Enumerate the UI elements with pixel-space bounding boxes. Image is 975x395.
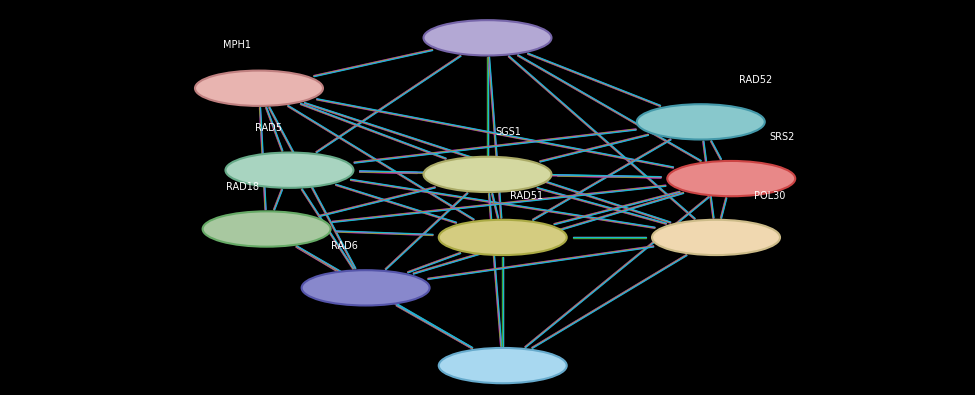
Circle shape xyxy=(439,220,566,255)
Circle shape xyxy=(439,348,566,383)
Text: RAD18: RAD18 xyxy=(226,182,259,192)
Circle shape xyxy=(637,104,764,139)
Circle shape xyxy=(423,20,552,55)
Circle shape xyxy=(667,161,796,196)
Circle shape xyxy=(225,152,354,188)
Text: RAD52: RAD52 xyxy=(739,75,772,85)
Text: SRS2: SRS2 xyxy=(769,132,795,143)
Text: RAD5: RAD5 xyxy=(254,123,282,133)
Text: SGS1: SGS1 xyxy=(495,128,521,137)
Text: POL30: POL30 xyxy=(754,191,786,201)
Circle shape xyxy=(652,220,780,255)
Circle shape xyxy=(301,270,430,305)
Text: MPH1: MPH1 xyxy=(223,40,252,51)
Circle shape xyxy=(195,71,323,106)
Text: RAD51: RAD51 xyxy=(510,191,543,201)
Text: RAD6: RAD6 xyxy=(332,241,358,251)
Circle shape xyxy=(203,211,331,246)
Circle shape xyxy=(423,157,552,192)
